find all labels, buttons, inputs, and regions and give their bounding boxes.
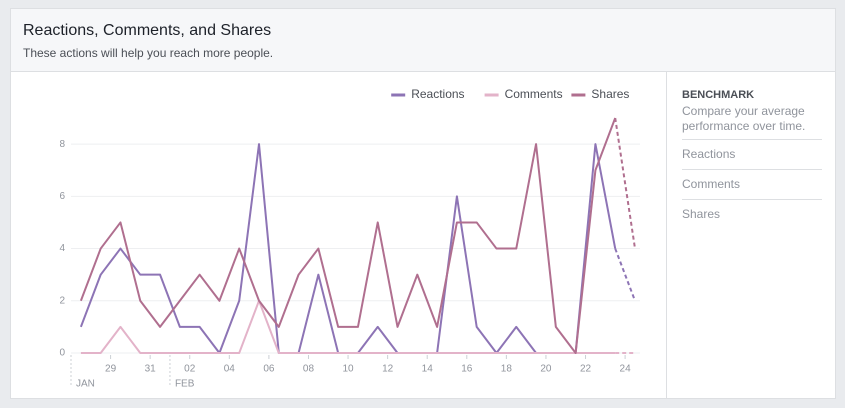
- title: Reactions, Comments, and Shares: [23, 22, 272, 39]
- x-tick-label: 22: [580, 364, 592, 375]
- benchmark-title: BENCHMARK: [682, 89, 755, 101]
- month-label: FEB: [175, 379, 195, 390]
- card: Reactions, Comments, and Shares These ac…: [10, 8, 836, 399]
- x-tick-label: 29: [105, 364, 117, 375]
- month-label: JAN: [76, 379, 95, 390]
- y-tick-label: 6: [59, 191, 65, 202]
- benchmark-item[interactable]: Shares: [682, 199, 822, 229]
- legend-label: Comments: [505, 87, 563, 101]
- benchmark-item[interactable]: Comments: [682, 169, 822, 199]
- y-tick-label: 8: [59, 139, 65, 150]
- x-tick-label: 18: [501, 364, 513, 375]
- card-header: Reactions, Comments, and Shares These ac…: [11, 9, 835, 72]
- series-line: [80, 299, 616, 354]
- series-line: [614, 117, 636, 249]
- x-tick-label: 06: [263, 364, 275, 375]
- x-tick-label: 31: [145, 364, 157, 375]
- benchmark-item[interactable]: Reactions: [682, 139, 822, 169]
- x-tick-label: 02: [184, 364, 196, 375]
- benchmark-panel: BENCHMARK Compare your average performan…: [666, 72, 836, 398]
- benchmark-description: Compare your average performance over ti…: [682, 104, 806, 133]
- x-tick-label: 04: [224, 364, 236, 375]
- y-tick-label: 0: [59, 348, 65, 359]
- x-tick-label: 08: [303, 364, 315, 375]
- legend-label: Shares: [591, 87, 629, 101]
- x-tick-label: 12: [382, 364, 394, 375]
- y-tick-label: 2: [59, 295, 65, 306]
- series-line: [79, 117, 617, 354]
- x-tick-label: 20: [540, 364, 552, 375]
- x-tick-label: 16: [461, 364, 473, 375]
- y-tick-label: 4: [59, 243, 65, 254]
- x-tick-label: 10: [342, 364, 354, 375]
- legend-label: Reactions: [411, 87, 464, 101]
- series-line: [614, 248, 636, 302]
- x-tick-label: 24: [620, 364, 632, 375]
- subtitle: These actions will help you reach more p…: [23, 46, 274, 60]
- x-tick-label: 14: [422, 364, 434, 375]
